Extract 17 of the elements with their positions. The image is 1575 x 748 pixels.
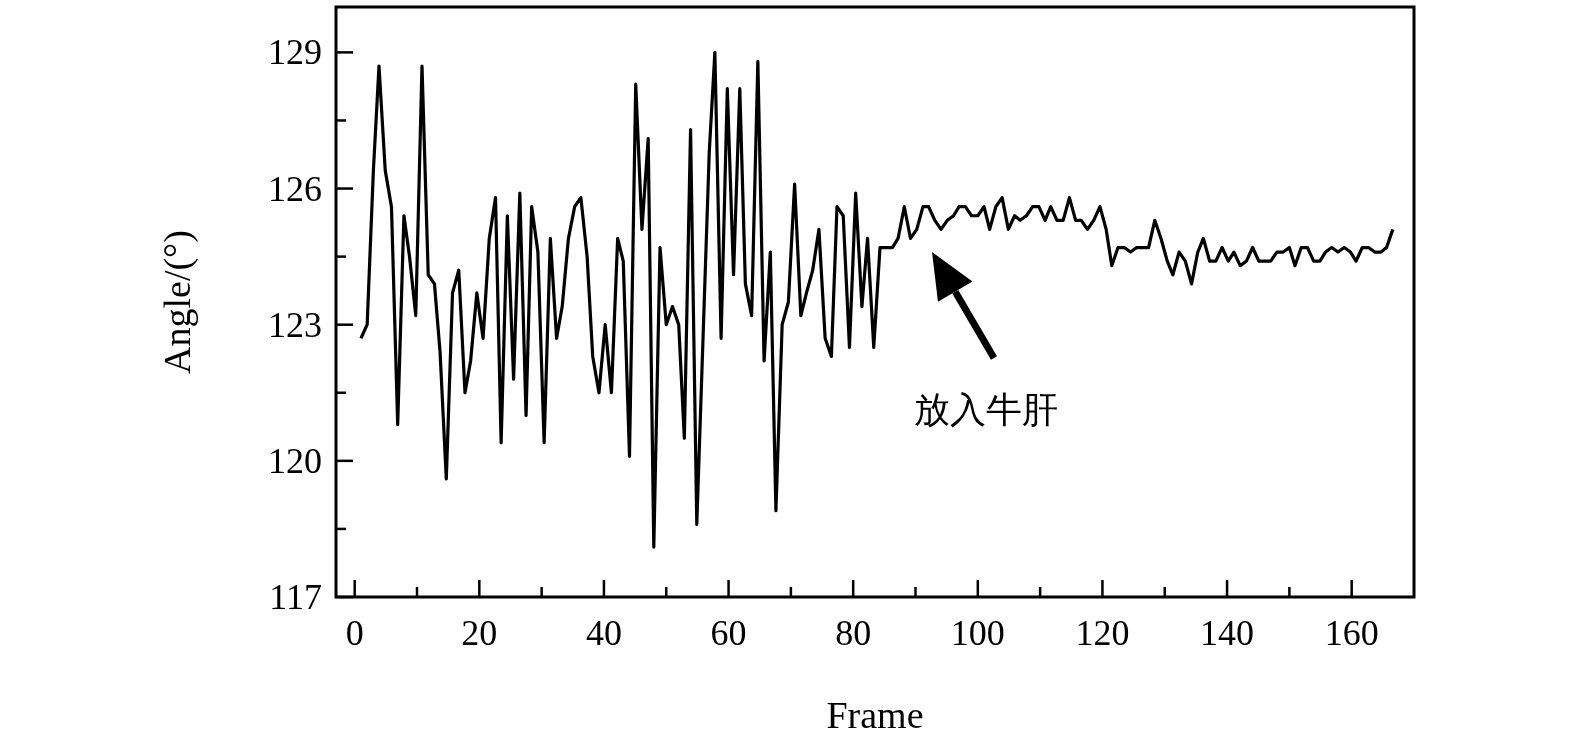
x-tick-label: 100 xyxy=(950,613,1005,653)
x-tick-label: 0 xyxy=(345,613,364,653)
x-tick-label: 60 xyxy=(710,613,747,653)
y-tick-label: 126 xyxy=(268,168,322,209)
x-axis-title: Frame xyxy=(826,694,924,736)
x-tick-label: 40 xyxy=(585,613,622,653)
x-tick-label: 20 xyxy=(461,613,498,653)
annotation: 放入牛肝 xyxy=(914,389,1058,430)
y-tick-label: 123 xyxy=(268,304,322,345)
y-axis-title: Angle/(°) xyxy=(156,230,199,374)
x-tick-label: 120 xyxy=(1075,613,1130,653)
y-tick-label: 117 xyxy=(269,577,322,617)
x-tick-label: 140 xyxy=(1200,613,1255,653)
x-tick-label: 160 xyxy=(1324,613,1379,653)
x-tick-label: 80 xyxy=(835,613,872,653)
y-tick-label: 120 xyxy=(268,440,322,481)
y-tick-label: 129 xyxy=(268,32,322,73)
